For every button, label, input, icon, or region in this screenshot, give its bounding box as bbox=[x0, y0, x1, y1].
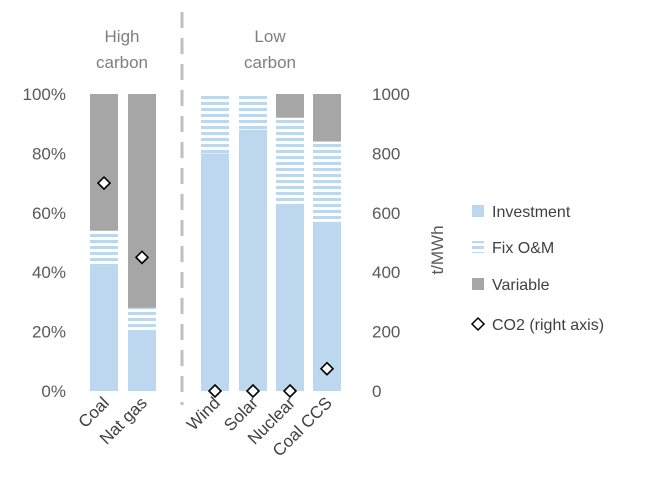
bar-investment-wind bbox=[201, 153, 229, 391]
group-label: carbon bbox=[96, 53, 148, 72]
right-axis-label: t/MWh bbox=[428, 225, 447, 274]
co2-markers bbox=[96, 175, 335, 399]
bar-variable-coal-ccs bbox=[313, 94, 341, 142]
left-tick-label: 40% bbox=[32, 263, 66, 282]
right-tick-label: 0 bbox=[372, 382, 381, 401]
bar-investment-coal bbox=[90, 266, 118, 391]
left-tick-label: 60% bbox=[32, 204, 66, 223]
bar-variable-coal bbox=[90, 94, 118, 231]
left-axis: 0% 20% 40% 60% 80% 100% bbox=[23, 85, 66, 401]
left-tick-label: 20% bbox=[32, 323, 66, 342]
legend-co2-diamond-icon bbox=[470, 316, 486, 332]
bar-fix-o-m-coal bbox=[90, 230, 118, 267]
bar-fix-o-m-solar bbox=[239, 94, 267, 130]
legend-swatch-fix-om bbox=[472, 241, 484, 253]
co2-marker-coal-ccs bbox=[319, 361, 335, 376]
category-label: Wind bbox=[183, 393, 224, 434]
right-tick-label: 600 bbox=[372, 204, 400, 223]
bars bbox=[90, 94, 341, 391]
right-tick-label: 1000 bbox=[372, 85, 410, 104]
bar-variable-nat-gas bbox=[128, 94, 156, 308]
legend-swatch-investment bbox=[472, 205, 484, 217]
right-axis: 0 200 400 600 800 1000 bbox=[372, 85, 410, 401]
legend: Investment Fix O&M Variable CO2 (right a… bbox=[470, 204, 604, 334]
left-tick-label: 100% bbox=[23, 85, 66, 104]
co2-marker-wind bbox=[207, 383, 223, 399]
legend-label-investment: Investment bbox=[492, 204, 571, 221]
co2-marker-nuclear bbox=[282, 383, 298, 399]
group-label: Low bbox=[254, 27, 286, 46]
co2-marker-coal bbox=[96, 175, 112, 191]
legend-label-variable: Variable bbox=[492, 277, 550, 294]
bar-fix-o-m-wind bbox=[201, 94, 229, 154]
left-tick-label: 0% bbox=[41, 382, 66, 401]
bar-variable-nuclear bbox=[276, 94, 304, 118]
group-label: High bbox=[105, 27, 140, 46]
group-labels: High carbon Low carbon bbox=[96, 27, 296, 72]
right-tick-label: 200 bbox=[372, 323, 400, 342]
co2-marker-solar bbox=[245, 383, 261, 399]
bar-investment-solar bbox=[239, 129, 267, 391]
right-tick-label: 400 bbox=[372, 263, 400, 282]
legend-label-fix-om: Fix O&M bbox=[492, 240, 554, 257]
co2-marker-nat-gas bbox=[134, 250, 150, 265]
right-tick-label: 800 bbox=[372, 144, 400, 163]
left-tick-label: 80% bbox=[32, 144, 66, 163]
bar-fix-o-m-nat-gas bbox=[128, 307, 156, 332]
legend-swatch-variable bbox=[472, 278, 484, 290]
group-label: carbon bbox=[244, 53, 296, 72]
bar-investment-nat-gas bbox=[128, 331, 156, 391]
legend-label-co2: CO2 (right axis) bbox=[492, 317, 604, 334]
bar-fix-o-m-nuclear bbox=[276, 117, 304, 204]
bar-investment-nuclear bbox=[276, 203, 304, 391]
bar-fix-o-m-coal-ccs bbox=[313, 141, 341, 222]
